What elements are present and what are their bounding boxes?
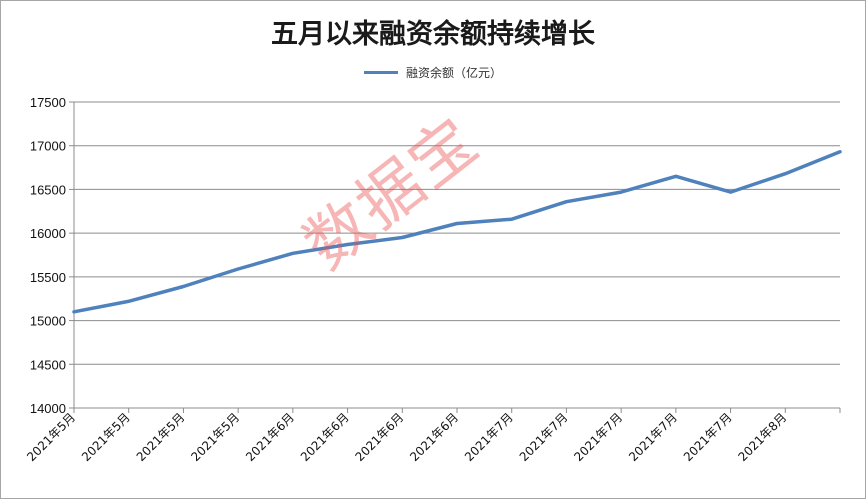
- y-tick-label: 17000: [30, 139, 66, 154]
- x-tick-label: 2021年7月: [626, 410, 680, 464]
- x-tick-label: 2021年5月: [79, 410, 133, 464]
- x-tick-label: 2021年6月: [353, 410, 407, 464]
- axes: [69, 101, 841, 413]
- x-tick-label: 2021年8月: [736, 410, 790, 464]
- y-tick-label: 15000: [30, 314, 66, 329]
- x-tick-label: 2021年7月: [681, 410, 735, 464]
- x-tick-label: 2021年5月: [188, 410, 242, 464]
- x-tick-label: 2021年7月: [517, 410, 571, 464]
- x-tick-label: 2021年5月: [24, 410, 78, 464]
- legend-label: 融资余额（亿元）: [406, 65, 503, 80]
- legend-swatch: [364, 70, 398, 74]
- y-tick-label: 14000: [30, 401, 66, 416]
- y-tick-label: 16000: [30, 226, 66, 241]
- x-tick-label: 2021年7月: [462, 410, 516, 464]
- y-tick-label: 15500: [30, 270, 66, 285]
- y-tick-labels: 14000 14500 15000 15500 16000 16500 17000 17500: [30, 95, 66, 416]
- y-tick-label: 16500: [30, 182, 66, 197]
- x-tick-label: 2021年7月: [571, 410, 625, 464]
- x-tick-label: 2021年6月: [298, 410, 352, 464]
- x-tick-labels: 2021年5月 2021年5月 2021年5月 2021年5月 2021年6月 2021年…: [24, 410, 789, 464]
- gridlines: [74, 101, 840, 365]
- y-tick-label: 14500: [30, 357, 66, 372]
- chart-title: 五月以来融资余额持续增长: [271, 19, 595, 50]
- x-tick-label: 2021年6月: [243, 410, 297, 464]
- series-lines: [72, 150, 842, 314]
- x-tick-label: 2021年5月: [134, 410, 188, 464]
- x-tick-label: 2021年6月: [407, 410, 461, 464]
- y-tick-label: 17500: [30, 95, 66, 110]
- series-line: [72, 150, 842, 314]
- legend: 融资余额（亿元）: [364, 63, 502, 81]
